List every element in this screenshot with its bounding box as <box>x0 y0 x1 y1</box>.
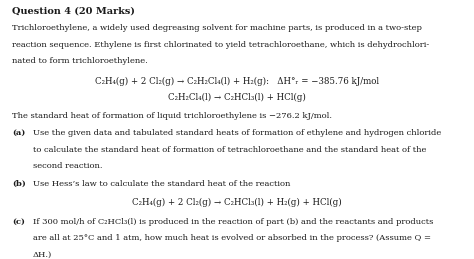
Text: If 300 mol/h of C₂HCl₃(l) is produced in the reaction of part (b) and the reacta: If 300 mol/h of C₂HCl₃(l) is produced in… <box>33 218 434 226</box>
Text: (a): (a) <box>12 129 25 137</box>
Text: to calculate the standard heat of formation of tetrachloroethane and the standar: to calculate the standard heat of format… <box>33 146 427 154</box>
Text: Question 4 (20 Marks): Question 4 (20 Marks) <box>12 6 135 16</box>
Text: ΔH.): ΔH.) <box>33 251 53 259</box>
Text: (b): (b) <box>12 180 26 188</box>
Text: C₂H₄(g) + 2 Cl₂(g) → C₂HCl₃(l) + H₂(g) + HCl(g): C₂H₄(g) + 2 Cl₂(g) → C₂HCl₃(l) + H₂(g) +… <box>132 198 342 207</box>
Text: second reaction.: second reaction. <box>33 162 103 170</box>
Text: C₂H₂Cl₄(l) → C₂HCl₃(l) + HCl(g): C₂H₂Cl₄(l) → C₂HCl₃(l) + HCl(g) <box>168 93 306 103</box>
Text: The standard heat of formation of liquid trichloroethylene is −276.2 kJ/mol.: The standard heat of formation of liquid… <box>12 112 332 120</box>
Text: Use the given data and tabulated standard heats of formation of ethylene and hyd: Use the given data and tabulated standar… <box>33 129 441 137</box>
Text: (c): (c) <box>12 218 25 226</box>
Text: are all at 25°C and 1 atm, how much heat is evolved or absorbed in the process? : are all at 25°C and 1 atm, how much heat… <box>33 234 431 242</box>
Text: reaction sequence. Ethylene is first chlorinated to yield tetrachloroethane, whi: reaction sequence. Ethylene is first chl… <box>12 41 429 49</box>
Text: Trichloroethylene, a widely used degreasing solvent for machine parts, is produc: Trichloroethylene, a widely used degreas… <box>12 24 422 32</box>
Text: Use Hess’s law to calculate the standard heat of the reaction: Use Hess’s law to calculate the standard… <box>33 180 291 188</box>
Text: nated to form trichloroethylene.: nated to form trichloroethylene. <box>12 57 147 65</box>
Text: C₂H₄(g) + 2 Cl₂(g) → C₂H₂Cl₄(l) + H₂(g):   ΔH°ᵣ = −385.76 kJ/mol: C₂H₄(g) + 2 Cl₂(g) → C₂H₂Cl₄(l) + H₂(g):… <box>95 77 379 86</box>
